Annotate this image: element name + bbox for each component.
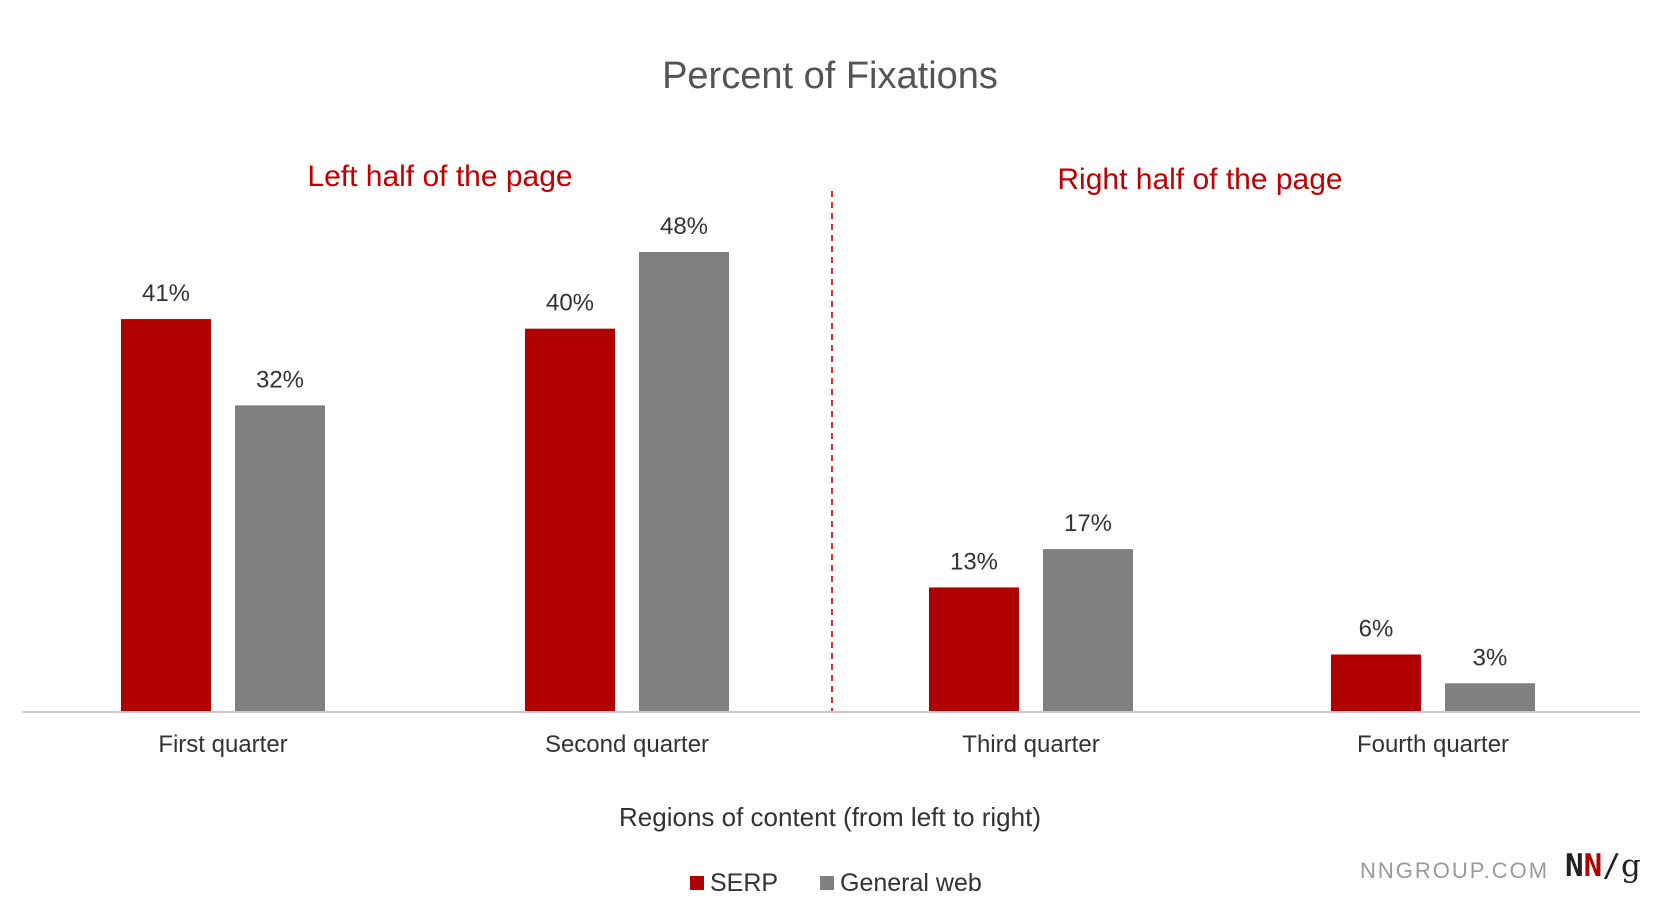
bar-serp-fourth-quarter	[1331, 654, 1421, 712]
category-labels-group: First quarter Second quarter Third quarter…	[158, 731, 1509, 758]
data-label: 3%	[1473, 644, 1508, 671]
bar-serp-second-quarter	[525, 328, 615, 712]
bar-general-web-fourth-quarter	[1445, 683, 1535, 712]
logo-slash: /	[1602, 848, 1622, 884]
nng-logo: NN/g	[1565, 848, 1641, 884]
bar-general-web-first-quarter	[235, 405, 325, 712]
data-label: 32%	[256, 366, 304, 393]
bar-serp-third-quarter	[929, 587, 1019, 712]
nngroup-site-label: NNGROUP.COM	[1360, 858, 1550, 883]
bars-group	[121, 252, 1535, 712]
data-label: 6%	[1359, 616, 1394, 643]
legend-swatch-serp	[690, 876, 704, 890]
category-label: Second quarter	[545, 731, 709, 758]
legend-label-general-web: General web	[840, 869, 982, 897]
legend-label-serp: SERP	[710, 869, 778, 897]
data-label: 41%	[142, 280, 190, 307]
category-label: Third quarter	[962, 731, 1099, 758]
chart-title: Percent of Fixations	[662, 55, 998, 97]
legend-swatch-general-web	[820, 876, 834, 890]
bar-general-web-second-quarter	[639, 252, 729, 712]
left-half-annotation: Left half of the page	[307, 160, 572, 193]
right-half-annotation: Right half of the page	[1057, 163, 1342, 196]
category-label: Fourth quarter	[1357, 731, 1509, 758]
bar-general-web-third-quarter	[1043, 549, 1133, 712]
bar-serp-first-quarter	[121, 319, 211, 712]
data-label: 13%	[950, 548, 998, 575]
logo-n-second: N	[1583, 848, 1603, 884]
data-label: 40%	[546, 290, 594, 317]
legend: SERP General web	[690, 869, 982, 897]
data-label: 48%	[660, 213, 708, 240]
data-label: 17%	[1064, 510, 1112, 537]
category-label: First quarter	[158, 731, 287, 758]
logo-n-first: N	[1565, 848, 1584, 884]
data-labels-group: 41% 32% 40% 48% 13% 17% 6% 3%	[142, 213, 1507, 671]
logo-g: g	[1621, 848, 1641, 884]
x-axis-label: Regions of content (from left to right)	[619, 802, 1041, 832]
